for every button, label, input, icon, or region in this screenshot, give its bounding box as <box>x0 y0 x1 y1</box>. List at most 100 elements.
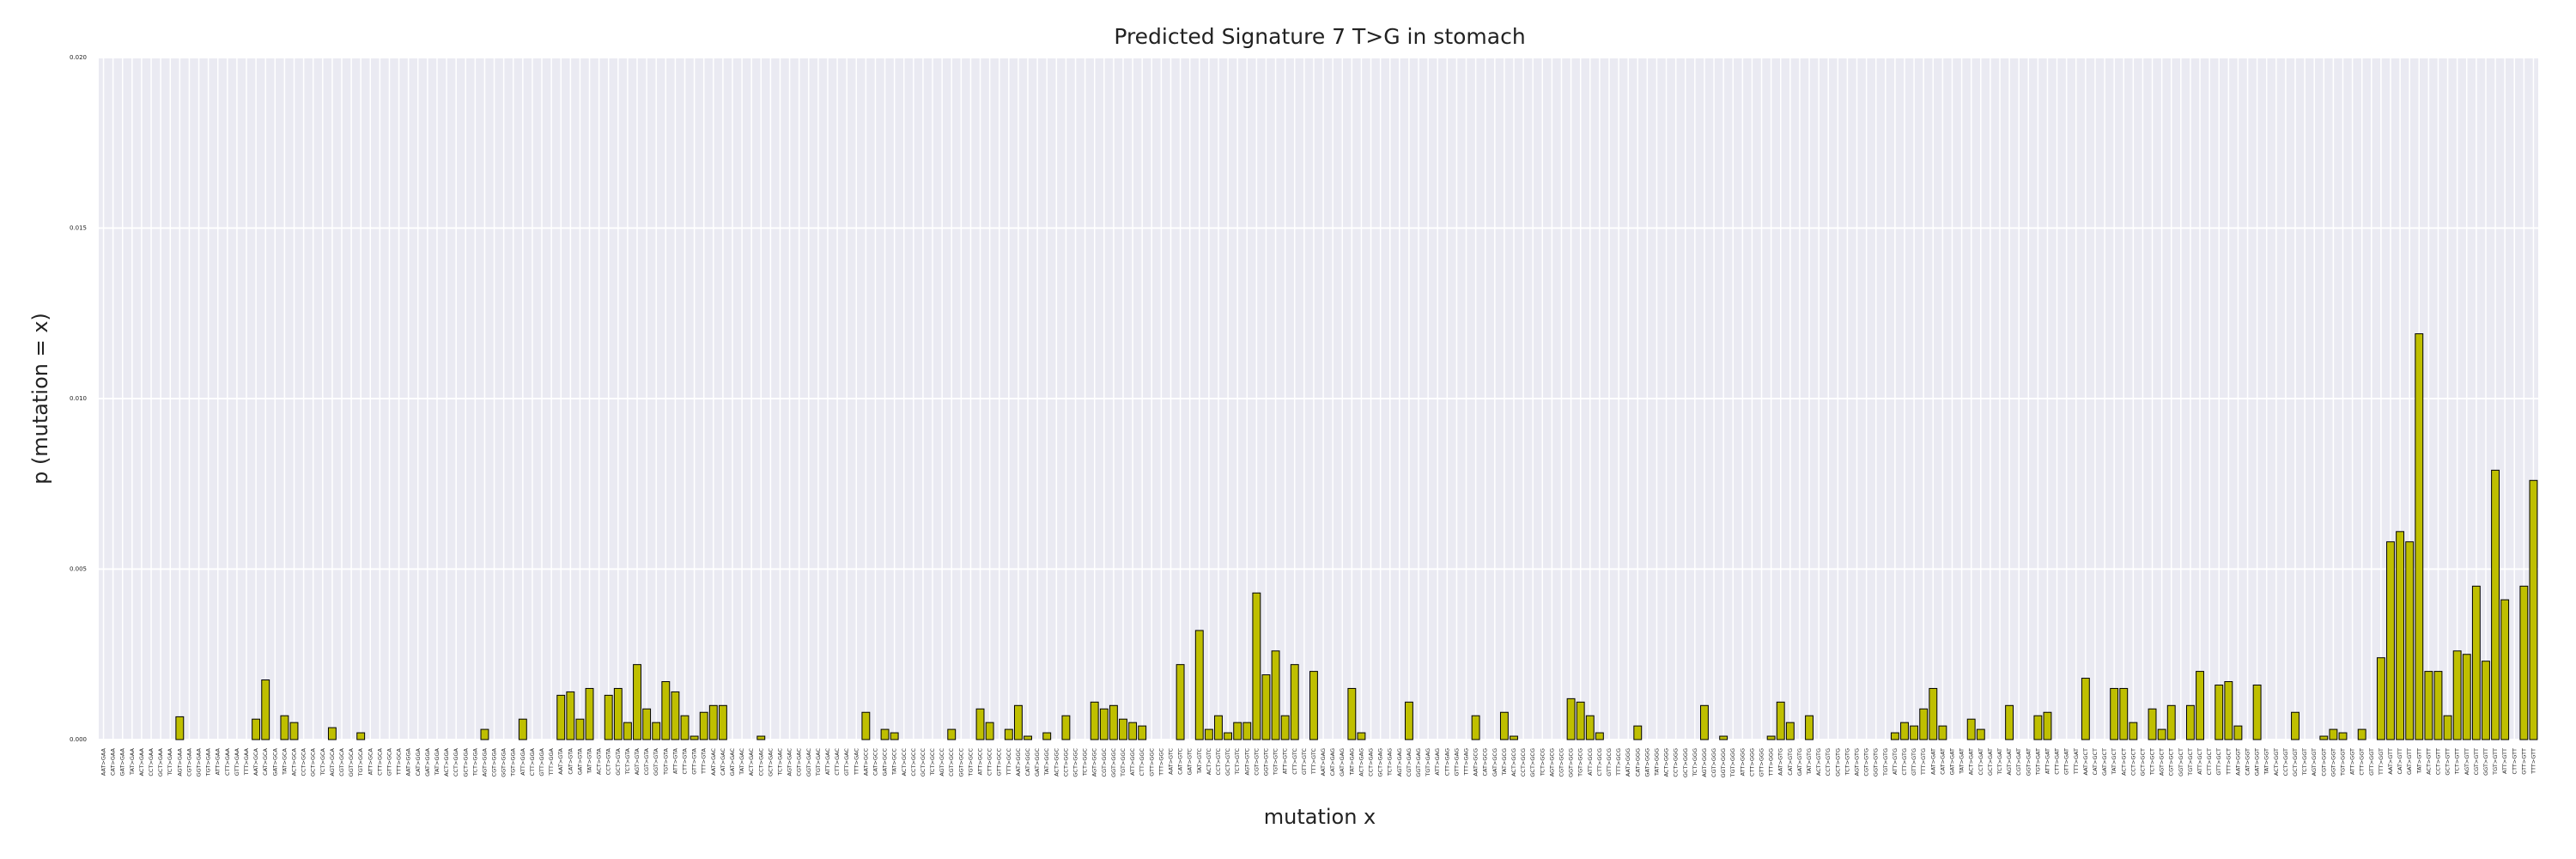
x-tick-label: TTT>GCG <box>1615 748 1622 777</box>
x-tick-label: GGT>GGG <box>1720 748 1727 777</box>
bar <box>2376 657 2385 740</box>
x-tick-label: GAT>GAC <box>729 748 736 777</box>
bar <box>1566 698 1576 740</box>
x-tick-label: GAT>GGA <box>424 747 431 776</box>
bar <box>480 728 489 740</box>
x-tick-label: GGT>GTC <box>1262 748 1269 777</box>
x-tick-label: GGT>GGC <box>1110 748 1117 777</box>
x-tick-label: TTT>GTG <box>1920 748 1927 776</box>
x-tick-label: CTT>GAA <box>224 747 231 775</box>
x-tick-label: AGT>GAC <box>787 748 793 777</box>
bar <box>880 728 890 740</box>
bar <box>1776 701 1785 740</box>
bar <box>690 735 699 740</box>
bar <box>1357 732 1366 740</box>
x-tick-label: CTT>GTC <box>1291 748 1298 775</box>
x-tick-label: CGT>GGG <box>1710 748 1717 777</box>
x-tick-label: AGT>GGA <box>481 747 488 777</box>
bar <box>1013 704 1023 740</box>
bar <box>2471 585 2481 740</box>
bar <box>2433 671 2443 740</box>
x-tick-label: CTT>GGG <box>1748 748 1755 777</box>
bar <box>2252 684 2262 740</box>
x-tick-label: ATT>GAA <box>215 747 222 775</box>
bar <box>604 694 613 740</box>
bar <box>1252 592 1261 740</box>
x-tick-label: TGT>GCT <box>2187 748 2194 777</box>
bar <box>652 722 661 740</box>
x-tick-label: ATT>GGC <box>1129 748 1136 776</box>
x-tick-label: GCT>GAG <box>1377 748 1384 777</box>
x-tick-label: ATT>GCG <box>1587 748 1594 776</box>
x-tick-label: CCT>GGC <box>1062 748 1069 777</box>
bar <box>1119 718 1127 740</box>
x-tick-label: CCT>GGA <box>453 747 459 777</box>
x-tick-label: CCT>GCC <box>910 748 917 777</box>
x-tick-label: ACT>GAT <box>1968 748 1975 775</box>
x-tick-label: TCT>GAG <box>1387 748 1394 777</box>
x-tick-label: CTT>GCC <box>987 748 993 776</box>
x-tick-label: GAT>GAG <box>1339 748 1346 777</box>
x-tick-label: ATT>GCC <box>977 748 984 776</box>
bar <box>2224 681 2233 740</box>
x-tick-label: AGT>GCT <box>2159 748 2166 776</box>
x-tick-label: CAT>GAT <box>1939 748 1946 775</box>
x-tick-label: AGT>GAG <box>1396 748 1403 777</box>
chart-title: Predicted Signature 7 T>G in stomach <box>1114 24 1525 49</box>
x-tick-label: TCT>GCG <box>1539 748 1546 777</box>
x-tick-label: GGT>GTA <box>653 747 659 776</box>
x-tick-label: TGT>GAC <box>815 748 822 777</box>
bar <box>756 735 766 740</box>
x-tick-label: TGT>GCG <box>1577 748 1584 777</box>
x-tick-label: ACT>GAC <box>748 748 755 777</box>
x-tick-label: GTT>GGT <box>2368 748 2375 776</box>
x-tick-label: TTT>GGA <box>548 747 555 776</box>
x-tick-label: TGT>GAG <box>1425 748 1431 777</box>
x-tick-label: AAT>GCT <box>2082 748 2089 776</box>
x-tick-label: TTT>GGT <box>2378 748 2385 776</box>
x-tick-label: ATT>GGA <box>519 747 526 775</box>
x-tick-label: GCT>GTA <box>615 747 622 775</box>
x-tick-label: AGT>GGG <box>1701 748 1708 777</box>
bar <box>633 664 641 740</box>
x-axis-label: mutation x <box>1264 805 1376 829</box>
bar <box>1214 715 1223 740</box>
x-tick-label: GCT>GAA <box>157 747 164 777</box>
x-tick-label: GCT>GAC <box>767 748 774 777</box>
x-tick-label: GAT>GGC <box>1034 748 1041 777</box>
bar <box>947 728 957 740</box>
x-tick-label: TCT>GGA <box>471 747 478 777</box>
x-tick-label: CTT>GAT <box>2054 748 2061 775</box>
x-tick-label: TAT>GTC <box>1196 748 1203 775</box>
bar <box>1576 701 1585 740</box>
x-tick-label: CTT>GAC <box>834 748 841 776</box>
x-tick-label: CCT>GCA <box>301 747 307 776</box>
x-tick-label: CGT>GCC <box>948 748 955 777</box>
x-tick-label: TAT>GCG <box>1501 748 1508 776</box>
x-tick-label: AAT>GGC <box>1015 748 1022 777</box>
x-tick-label: ATT>GAC <box>824 748 831 776</box>
x-tick-label: CCT>GCG <box>1520 748 1527 777</box>
bar <box>2005 704 2014 740</box>
x-tick-label: CAT>GAG <box>1329 748 1336 776</box>
x-tick-label: GAT>GCG <box>1492 748 1498 777</box>
bar <box>1966 718 1976 740</box>
x-tick-label: ACT>GAA <box>138 747 145 776</box>
x-tick-label: AGT>GGT <box>2311 748 2318 776</box>
x-tick-label: GTT>GCG <box>1606 748 1613 777</box>
x-tick-label: TCT>GAC <box>776 748 783 777</box>
x-tick-label: CAT>GCG <box>1482 748 1489 777</box>
x-tick-label: CAT>GTC <box>1177 748 1184 775</box>
x-tick-label: CCT>GGT <box>2282 748 2289 776</box>
x-tick-label: GAT>GAT <box>1948 748 1955 775</box>
x-tick-label: CCT>GGG <box>1673 748 1680 777</box>
x-tick-label: AAT>GCG <box>1473 748 1479 777</box>
bar <box>1109 704 1118 740</box>
bar <box>2196 671 2204 740</box>
bar <box>2519 585 2529 740</box>
x-tick-label: GTT>GGC <box>1148 748 1155 777</box>
bar <box>1633 725 1643 740</box>
bar <box>175 716 185 740</box>
bar <box>613 687 623 740</box>
x-tick-label: CTT>GAG <box>1443 748 1450 776</box>
